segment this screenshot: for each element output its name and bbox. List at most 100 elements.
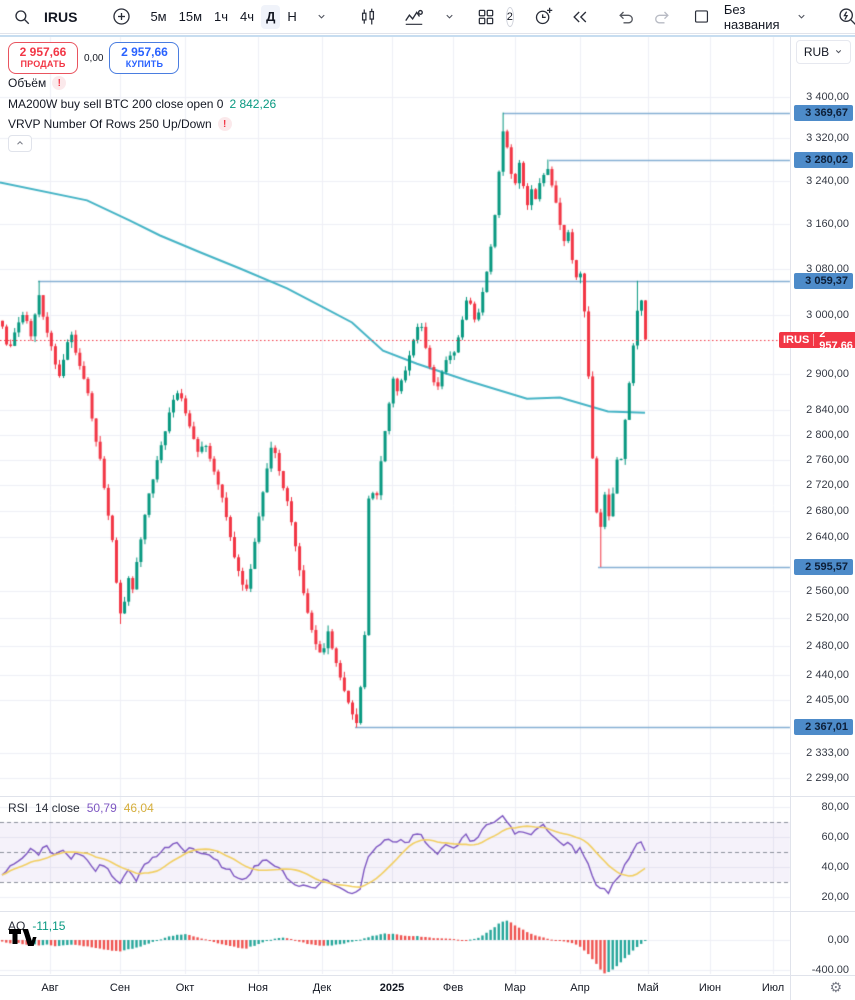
interval-group: 5м 15м 1ч 4ч Д Н: [145, 4, 301, 29]
currency-selector[interactable]: RUB: [796, 40, 851, 64]
month-label-Фев: Фев: [442, 982, 464, 994]
price-tick-label: 2 760,00: [806, 454, 849, 467]
price-tick-label: 2 640,00: [806, 531, 849, 544]
layout-grid-button[interactable]: [470, 4, 502, 30]
level-price-label: 3 369,67: [794, 104, 853, 121]
level-price-label: 3 059,37: [794, 272, 853, 289]
price-tick-label: 2 440,00: [806, 668, 849, 681]
price-tick-label: 2 900,00: [806, 367, 849, 380]
symbol-name[interactable]: IRUS: [44, 8, 78, 25]
indicators-chevron-icon[interactable]: [434, 4, 466, 30]
vrvp-error-icon[interactable]: !: [217, 117, 232, 131]
pane-separator-ao[interactable]: [0, 911, 855, 912]
legend-ma200w-row[interactable]: MA200W buy sell BTC 200 close open 0 2 8…: [8, 96, 276, 112]
sell-price: 2 957,66: [19, 45, 67, 60]
rsi-params: 14 close: [35, 801, 80, 815]
month-label-Апр: Апр: [570, 982, 590, 994]
volume-label: Объём: [8, 76, 47, 90]
undo-button[interactable]: [610, 4, 642, 30]
ma200w-value: 2 842,26: [229, 97, 277, 111]
interval-button-Д[interactable]: Д: [261, 4, 281, 29]
rsi-title: RSI: [8, 801, 29, 815]
quick-search-button[interactable]: [832, 4, 855, 30]
layout-name-chevron-icon[interactable]: [786, 4, 818, 30]
rsi-tick-label: 40,00: [821, 861, 849, 873]
search-icon: [13, 8, 31, 26]
toolbar-underline: [0, 35, 855, 37]
month-label-Сен: Сен: [109, 982, 131, 994]
bar-replay-button[interactable]: [564, 4, 596, 30]
save-layout-button[interactable]: [686, 4, 718, 30]
rsi-legend-row[interactable]: RSI 14 close 50,79 46,04: [8, 801, 154, 815]
price-tick-label: 2 299,00: [806, 772, 849, 785]
interval-button-4ч[interactable]: 4ч: [240, 9, 255, 24]
last-price-symbol: IRUS: [779, 333, 815, 346]
rsi-tick-label: 80,00: [821, 801, 849, 813]
month-label-Июн: Июн: [698, 982, 722, 994]
layout-name[interactable]: Без названия: [723, 1, 780, 32]
ma200w-label: MA200W buy sell BTC 200 close open 0: [8, 97, 224, 111]
rsi-tick-label: 60,00: [821, 831, 849, 843]
indicators-button[interactable]: [398, 4, 430, 30]
vrvp-label: VRVP Number Of Rows 250 Up/Down: [8, 117, 212, 131]
price-tick-label: 2 333,00: [806, 746, 849, 759]
alert-add-button[interactable]: [528, 4, 560, 30]
indicators-icon: [403, 6, 425, 28]
replay-icon: [570, 7, 590, 27]
price-tick-label: 2 520,00: [806, 612, 849, 625]
month-label-Май: Май: [637, 982, 659, 994]
month-label-2025: 2025: [379, 982, 405, 994]
buy-price: 2 957,66: [121, 45, 168, 60]
rsi-value: 50,79: [86, 801, 117, 815]
redo-icon: [652, 7, 672, 27]
last-price-value: 2 957,66: [819, 327, 853, 352]
interval-button-5м[interactable]: 5м: [150, 9, 167, 24]
trade-panel: 2 957,66 ПРОДАТЬ 0,00 2 957,66 КУПИТЬ: [8, 42, 180, 74]
volume-error-icon[interactable]: !: [52, 76, 67, 90]
month-label-Ноя: Ноя: [247, 982, 269, 994]
pane-separator-rsi[interactable]: [0, 796, 855, 797]
month-label-Авг: Авг: [41, 982, 59, 994]
price-tick-label: 3 080,00: [806, 263, 849, 276]
sell-label: ПРОДАТЬ: [20, 58, 66, 69]
symbol-search-button[interactable]: [6, 4, 38, 30]
price-tick-label: 3 160,00: [806, 218, 849, 231]
interval-button-15м[interactable]: 15м: [178, 9, 203, 24]
axis-settings-gear-icon[interactable]: ⚙: [829, 979, 842, 995]
buy-label: КУПИТЬ: [125, 58, 164, 69]
price-tick-label: 3 320,00: [806, 132, 849, 145]
month-label-Окт: Окт: [175, 982, 195, 994]
price-tick-label: 3 240,00: [806, 174, 849, 187]
alarm-plus-icon: [533, 6, 554, 27]
chart-style-button[interactable]: [352, 4, 384, 30]
top-toolbar: IRUS 5м 15м 1ч 4ч Д Н: [0, 0, 855, 34]
ao-value: -11,15: [32, 919, 66, 933]
buy-button[interactable]: 2 957,66 КУПИТЬ: [109, 42, 180, 74]
price-tick-label: 3 000,00: [806, 308, 849, 321]
time-axis[interactable]: Авг Сен Окт Ноя Дек 2025 Фев Мар Апр Май Июн Июл: [0, 976, 790, 1000]
sell-button[interactable]: 2 957,66 ПРОДАТЬ: [8, 42, 78, 74]
rsi-ma-value: 46,04: [123, 801, 154, 815]
rsi-tick-label: 20,00: [821, 891, 849, 903]
chevron-down-icon: [834, 45, 843, 59]
price-tick-label: 3 400,00: [806, 91, 849, 103]
price-axis[interactable]: RUB ⚙ 3 400,00 3 320,00 3 240,00 3 160,00 3 …: [790, 36, 855, 1000]
legend-vrvp-row[interactable]: VRVP Number Of Rows 250 Up/Down !: [8, 116, 232, 132]
tradingview-logo[interactable]: [8, 926, 38, 951]
square-icon: [692, 7, 711, 26]
price-tick-label: 2 720,00: [806, 479, 849, 492]
legend-volume-row[interactable]: Объём !: [8, 75, 67, 91]
redo-button[interactable]: [646, 4, 678, 30]
price-tick-label: 2 840,00: [806, 404, 849, 417]
interval-button-Н[interactable]: Н: [287, 9, 297, 24]
layouts-count-badge[interactable]: 2: [505, 6, 514, 27]
legend-collapse-button[interactable]: [8, 135, 32, 152]
level-price-label: 3 280,02: [794, 151, 853, 168]
interval-button-1ч[interactable]: 1ч: [214, 9, 229, 24]
currency-label: RUB: [803, 45, 830, 59]
interval-chevron-icon[interactable]: [306, 4, 338, 30]
compare-add-button[interactable]: [105, 4, 137, 30]
month-label-Дек: Дек: [312, 982, 332, 994]
price-tick-label: 2 680,00: [806, 505, 849, 518]
